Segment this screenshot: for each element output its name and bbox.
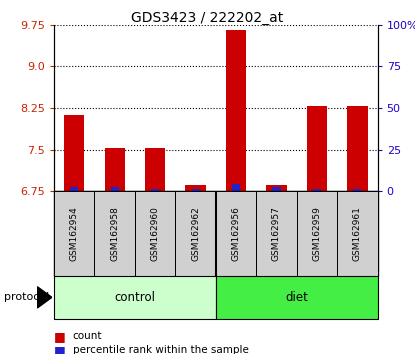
FancyBboxPatch shape bbox=[95, 191, 135, 276]
Text: diet: diet bbox=[285, 291, 308, 304]
FancyBboxPatch shape bbox=[297, 191, 337, 276]
Bar bbox=[354, 189, 361, 191]
Bar bbox=[105, 148, 125, 191]
FancyBboxPatch shape bbox=[216, 191, 256, 276]
Bar bbox=[313, 189, 321, 191]
Text: ■: ■ bbox=[54, 344, 66, 354]
Text: ■: ■ bbox=[54, 330, 66, 343]
Text: count: count bbox=[73, 331, 102, 341]
Text: GSM162960: GSM162960 bbox=[151, 206, 160, 261]
Bar bbox=[232, 184, 240, 191]
Text: GSM162959: GSM162959 bbox=[312, 206, 322, 261]
Bar bbox=[266, 184, 287, 191]
Bar bbox=[273, 187, 281, 191]
FancyBboxPatch shape bbox=[135, 191, 176, 276]
FancyBboxPatch shape bbox=[216, 276, 378, 319]
Bar bbox=[110, 187, 119, 191]
Text: protocol: protocol bbox=[4, 292, 49, 302]
FancyBboxPatch shape bbox=[54, 276, 216, 319]
Text: GSM162961: GSM162961 bbox=[353, 206, 362, 261]
Text: GSM162956: GSM162956 bbox=[232, 206, 241, 261]
Bar bbox=[70, 187, 78, 191]
Text: GDS3423 / 222202_at: GDS3423 / 222202_at bbox=[132, 11, 283, 25]
Text: percentile rank within the sample: percentile rank within the sample bbox=[73, 346, 249, 354]
Bar bbox=[347, 106, 368, 191]
Polygon shape bbox=[37, 287, 52, 308]
Text: GSM162957: GSM162957 bbox=[272, 206, 281, 261]
Bar bbox=[192, 189, 200, 191]
Bar bbox=[186, 184, 206, 191]
Bar bbox=[145, 148, 165, 191]
Bar bbox=[226, 30, 246, 191]
FancyBboxPatch shape bbox=[337, 191, 378, 276]
Bar bbox=[307, 106, 327, 191]
Bar bbox=[64, 115, 84, 191]
FancyBboxPatch shape bbox=[176, 191, 216, 276]
Text: control: control bbox=[115, 291, 155, 304]
FancyBboxPatch shape bbox=[54, 191, 95, 276]
Text: GSM162954: GSM162954 bbox=[70, 206, 79, 261]
Bar bbox=[151, 189, 159, 191]
Text: GSM162962: GSM162962 bbox=[191, 206, 200, 261]
FancyBboxPatch shape bbox=[54, 191, 378, 276]
FancyBboxPatch shape bbox=[256, 191, 297, 276]
Text: GSM162958: GSM162958 bbox=[110, 206, 119, 261]
